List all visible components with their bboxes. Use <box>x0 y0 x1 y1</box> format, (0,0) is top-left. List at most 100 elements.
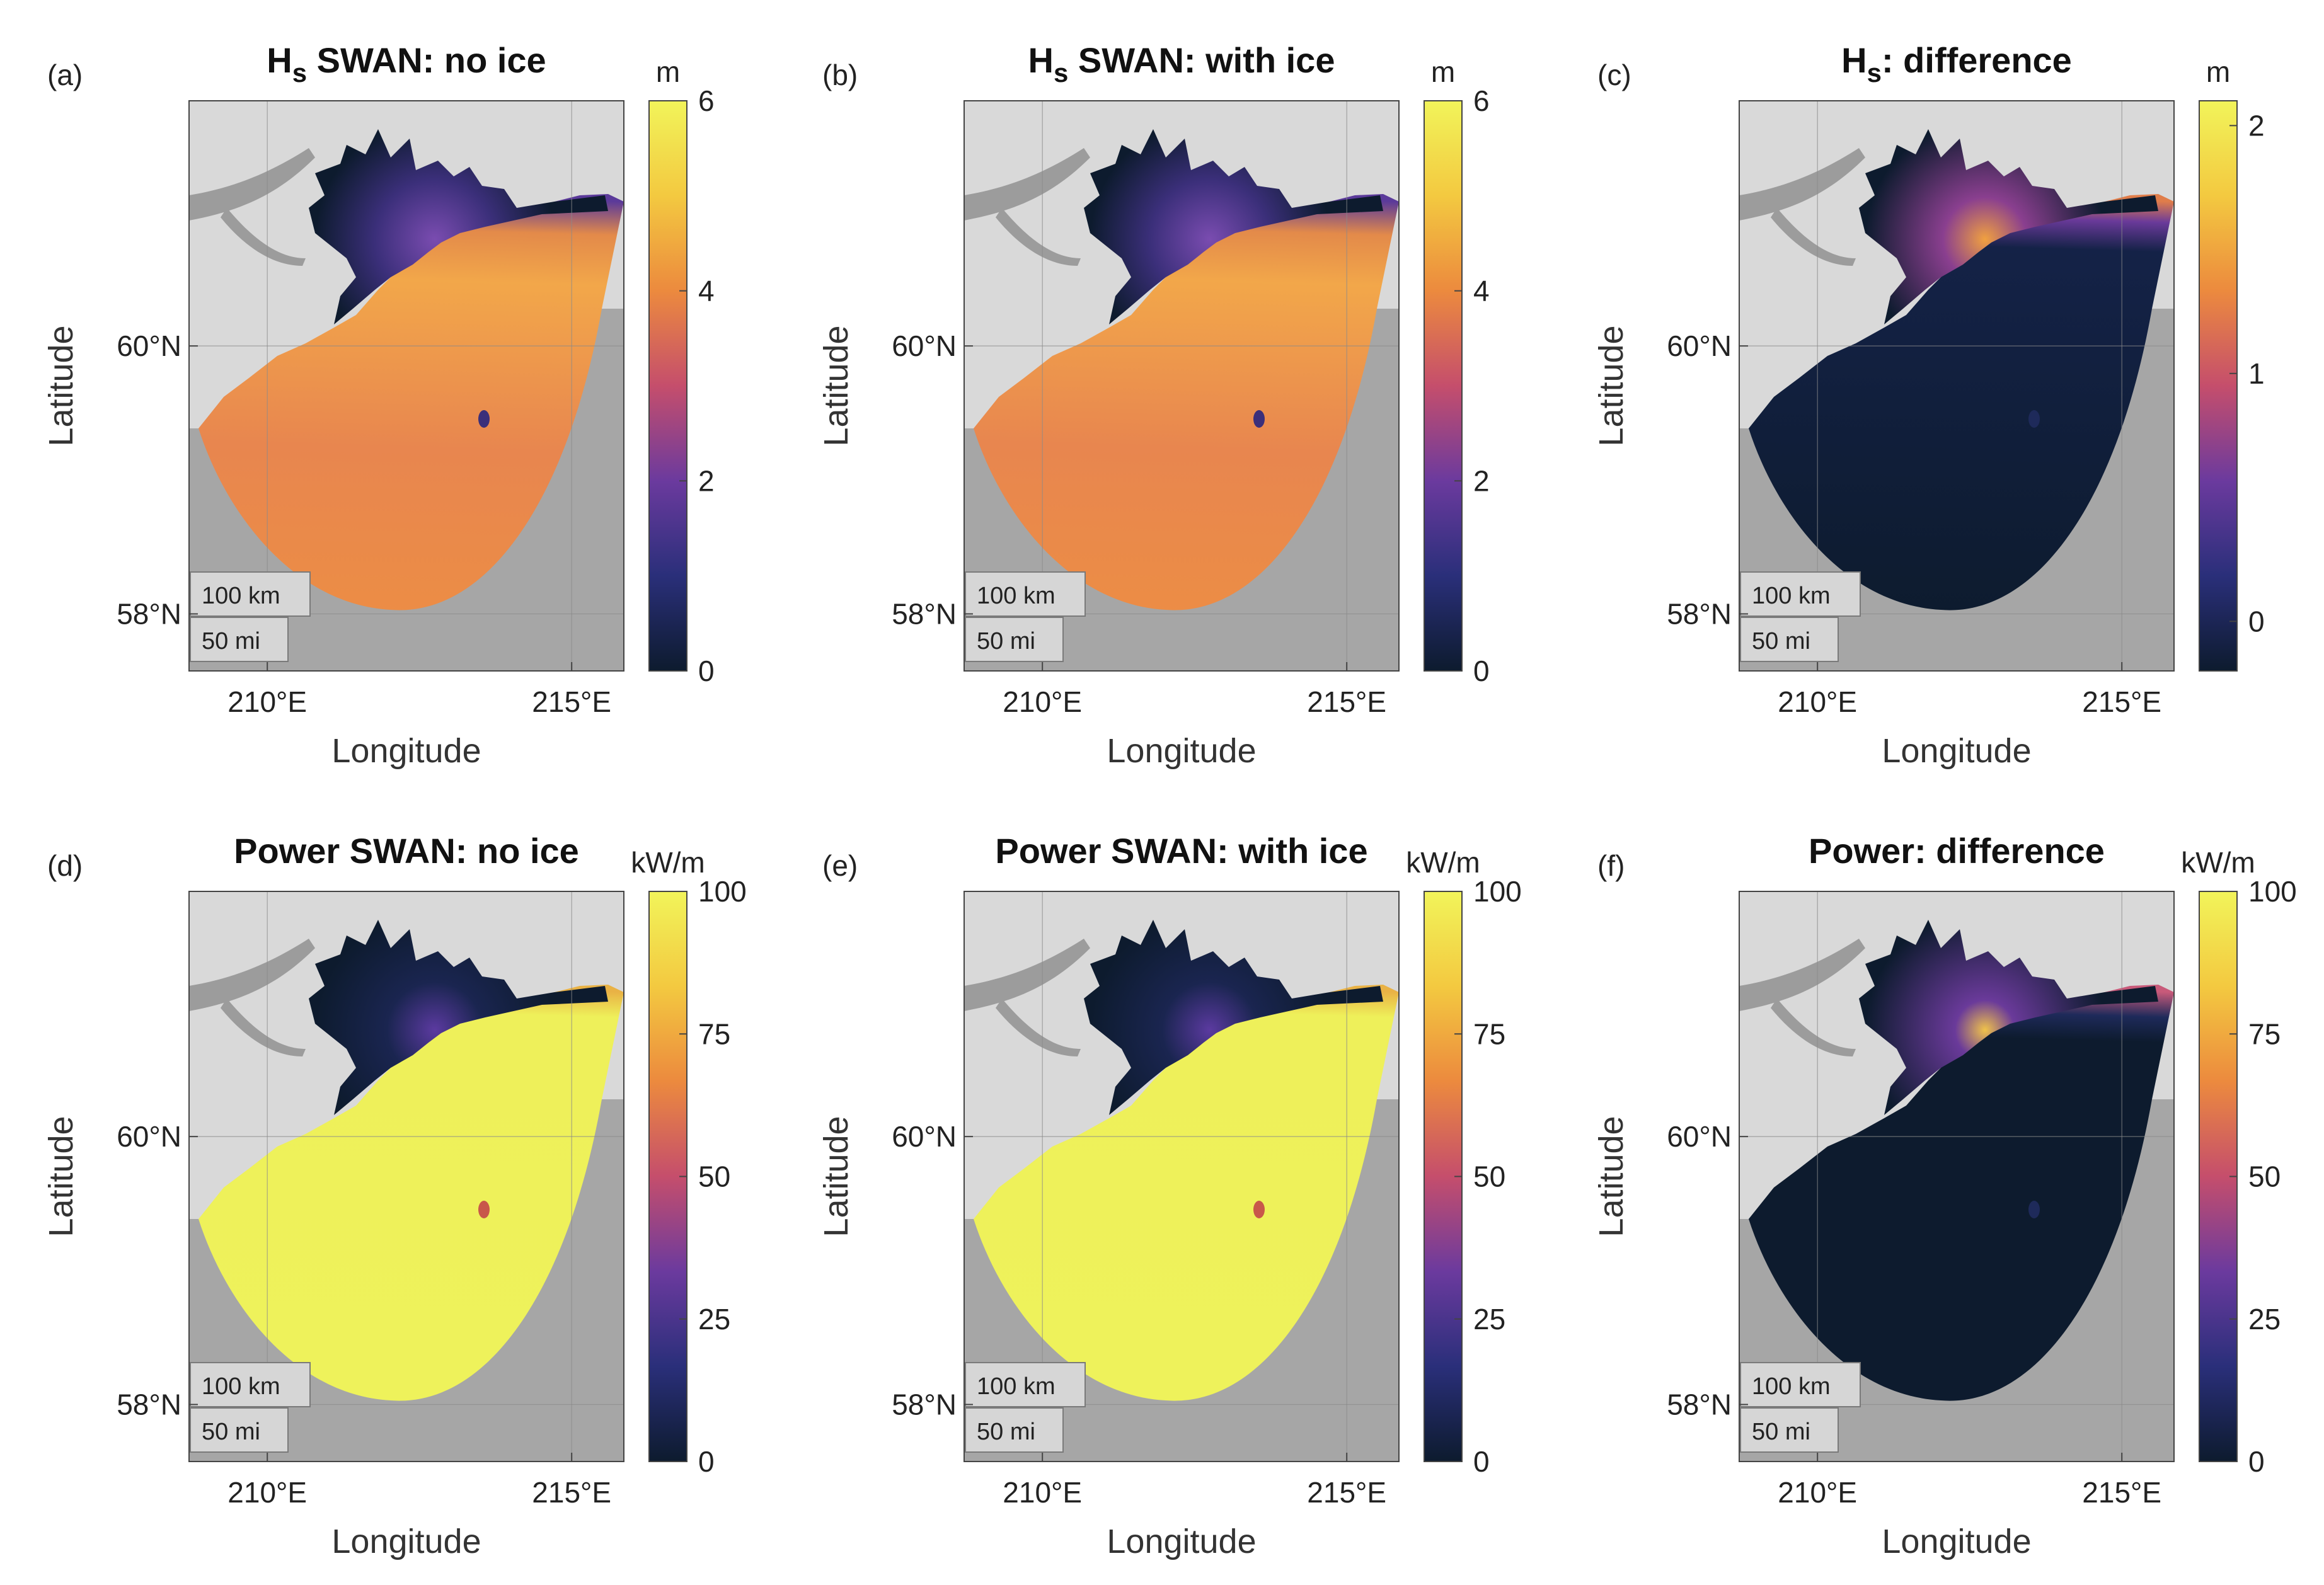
map-axes: 100 km 50 mi <box>964 101 1399 671</box>
x-tick-label: 210°E <box>1003 685 1082 718</box>
colorbar-tick-label: 100 <box>698 875 747 908</box>
map-axes: 100 km 50 mi <box>1739 101 2174 671</box>
x-axis-label: Longitude <box>331 1523 481 1560</box>
x-axis-label: Longitude <box>1107 1523 1256 1560</box>
glacier-shape <box>189 939 315 1011</box>
panel-f: (f) Power: difference 100 km 50 mi 210°E 215°… <box>1592 831 2297 1560</box>
colorbar-tick-label: 50 <box>1473 1160 1505 1193</box>
panel-label: (b) <box>822 59 858 91</box>
colorbar-unit: m <box>656 55 680 88</box>
panel-title: Hs SWAN: no ice <box>267 40 546 88</box>
title-main: H <box>1841 40 1867 80</box>
panel-label: (a) <box>47 59 83 91</box>
panel-d: (d) Power SWAN: no ice 100 km 50 mi 210°E 215… <box>42 831 747 1560</box>
colorbar-tick-label: 4 <box>1473 275 1490 307</box>
colorbar-unit: m <box>2206 55 2230 88</box>
y-tick-label: 60°N <box>1667 1120 1732 1153</box>
sea-field <box>974 985 1399 1401</box>
x-tick-label: 215°E <box>1307 685 1386 718</box>
y-tick-label: 58°N <box>892 1388 957 1421</box>
colorbar-unit: m <box>1431 55 1455 88</box>
map-axes: 100 km 50 mi <box>964 891 1399 1462</box>
colorbar-tick-label: 6 <box>698 84 715 117</box>
y-axis-label: Latitude <box>817 325 855 446</box>
map-axes: 100 km 50 mi <box>189 101 624 671</box>
x-tick-label: 210°E <box>1003 1476 1082 1509</box>
glacier-shape <box>189 148 315 220</box>
colorbar-tick-label: 2 <box>2248 109 2265 142</box>
scalebar-km-box <box>190 571 311 617</box>
title-rest: : difference <box>1882 40 2072 80</box>
scalebar-mi-label: 50 mi <box>977 1419 1035 1445</box>
colorbar-tick-label: 0 <box>698 1445 715 1478</box>
scalebar-km-label: 100 km <box>1752 1373 1831 1400</box>
sea-field <box>974 194 1399 610</box>
sea-field <box>1749 194 2174 610</box>
colorbar <box>648 100 687 672</box>
sea-field <box>1749 985 2174 1401</box>
scalebar-km-box <box>190 1362 311 1407</box>
panel-a: (a) Hs SWAN: no ice 100 km 50 mi 210°E 215°E 6… <box>42 40 715 770</box>
panel-label: (f) <box>1597 849 1625 882</box>
scalebar-km-label: 100 km <box>1752 583 1831 609</box>
colorbar-tick-label: 25 <box>2248 1303 2281 1336</box>
axes-frame <box>964 891 1400 1462</box>
y-axis-label: Latitude <box>817 1116 855 1237</box>
y-tick-label: 58°N <box>117 1388 181 1421</box>
scalebar-km-box <box>965 1362 1086 1407</box>
glacier-shape <box>1771 208 1856 266</box>
title-main: Power SWAN: with ice <box>995 831 1367 871</box>
x-axis-label: Longitude <box>331 732 481 770</box>
y-axis-label: Latitude <box>42 1116 80 1237</box>
scalebar-mi-box <box>965 1407 1064 1453</box>
colorbar-tick-label: 0 <box>2248 1445 2265 1478</box>
scalebar-mi-box <box>1740 617 1839 662</box>
x-axis-label: Longitude <box>1882 1523 2031 1560</box>
island-shadow <box>1253 1201 1265 1218</box>
y-tick-label: 60°N <box>117 329 181 362</box>
x-tick-label: 210°E <box>227 1476 307 1509</box>
colorbar-tick-label: 100 <box>2248 875 2297 908</box>
axes-frame <box>188 891 624 1462</box>
colorbar-tick-label: 50 <box>698 1160 730 1193</box>
sound-field <box>1859 129 2158 324</box>
title-main: Power SWAN: no ice <box>234 831 579 871</box>
panel-c: (c) Hs: difference 100 km 50 mi 210°E 215°E 60… <box>1592 40 2265 770</box>
panel-label: (c) <box>1597 59 1631 91</box>
title-rest: SWAN: no ice <box>307 40 546 80</box>
island-shadow <box>2028 1201 2040 1218</box>
island-shadow <box>478 1201 490 1218</box>
colorbar-tick-label: 75 <box>1473 1017 1505 1050</box>
panel-title: Power SWAN: with ice <box>995 831 1367 871</box>
y-axis-label: Latitude <box>1592 1116 1630 1237</box>
scalebar-mi-box <box>1740 1407 1839 1453</box>
scalebar-mi-label: 50 mi <box>977 628 1035 655</box>
scalebar-mi-label: 50 mi <box>1752 1419 1810 1445</box>
y-tick-label: 60°N <box>1667 329 1732 362</box>
sea-field <box>198 194 624 610</box>
colorbar-tick-label: 0 <box>1473 655 1490 687</box>
panel-label: (d) <box>47 849 83 882</box>
glacier-shape <box>964 939 1090 1011</box>
x-tick-label: 215°E <box>1307 1476 1386 1509</box>
colorbar-tick-label: 50 <box>2248 1160 2281 1193</box>
panel-e: (e) Power SWAN: with ice 100 km 50 mi 210°E 2… <box>817 831 1522 1560</box>
y-tick-label: 58°N <box>892 598 957 631</box>
axes-frame <box>1739 100 2175 672</box>
colorbar-unit: kW/m <box>1406 846 1480 879</box>
scalebar-mi-box <box>190 617 289 662</box>
title-rest: SWAN: with ice <box>1068 40 1335 80</box>
panel-title: Hs: difference <box>1841 40 2072 88</box>
colorbar-tick-label: 4 <box>698 275 715 307</box>
sound-field <box>309 129 608 324</box>
x-tick-label: 215°E <box>2082 1476 2161 1509</box>
glacier-shape <box>221 998 306 1056</box>
x-tick-label: 215°E <box>2082 685 2161 718</box>
x-tick-label: 210°E <box>1778 685 1857 718</box>
axes-frame <box>1739 891 2175 1462</box>
glacier-shape <box>964 148 1090 220</box>
scalebar-km-label: 100 km <box>202 1373 280 1400</box>
panel-b: (b) Hs SWAN: with ice 100 km 50 mi 210°E 215°… <box>817 40 1490 770</box>
scalebar-km-label: 100 km <box>977 1373 1056 1400</box>
